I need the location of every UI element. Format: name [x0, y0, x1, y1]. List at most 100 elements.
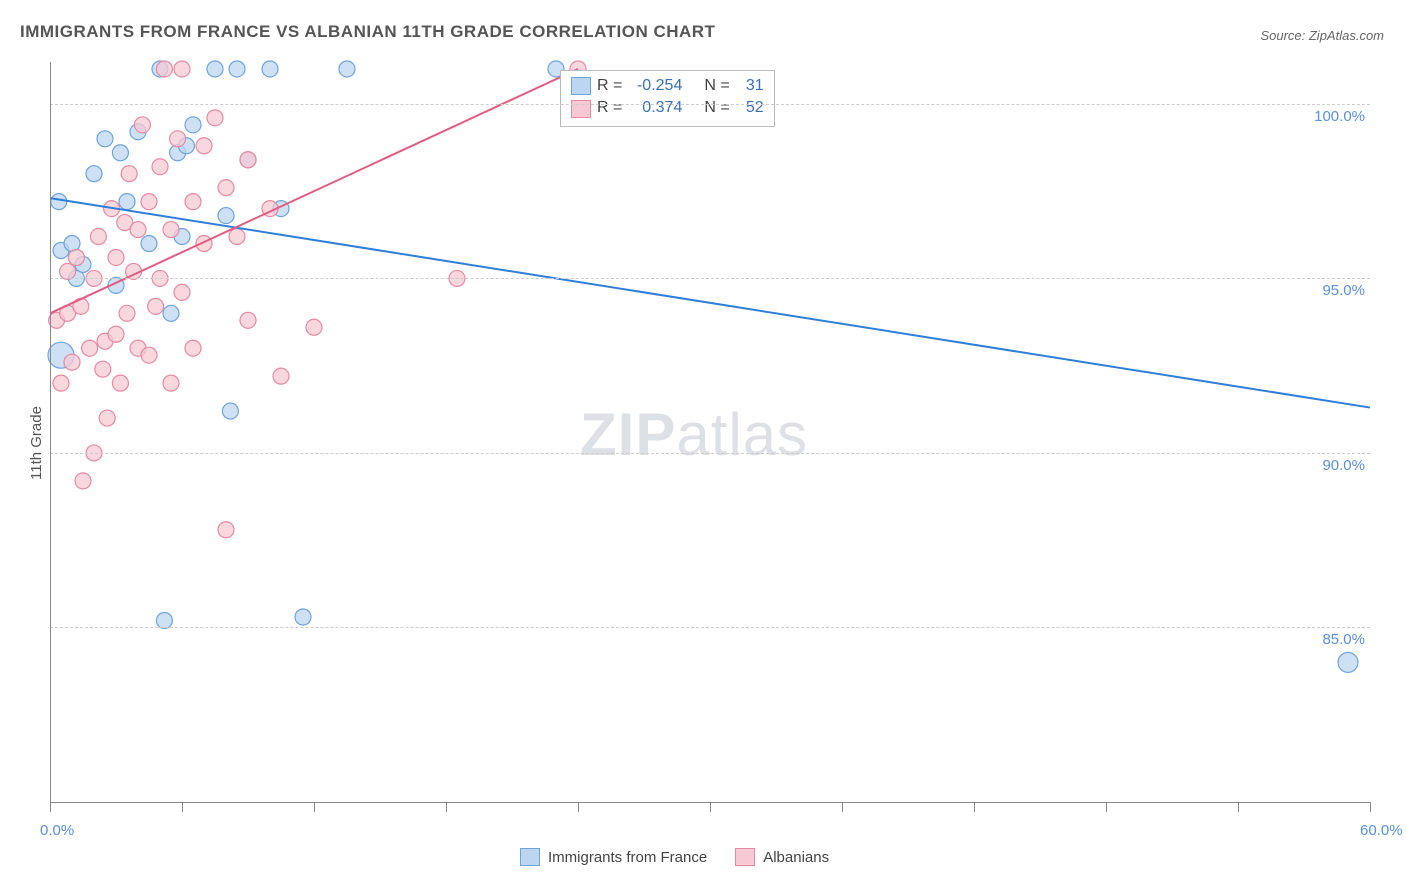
y-tick-label: 90.0% [1310, 457, 1365, 474]
x-tick [974, 802, 975, 812]
data-point [185, 117, 201, 133]
data-point [156, 61, 172, 77]
data-point [185, 340, 201, 356]
data-point [64, 354, 80, 370]
data-point [163, 222, 179, 238]
data-point [207, 110, 223, 126]
data-point [97, 131, 113, 147]
bottom-legend-label: Albanians [763, 849, 829, 866]
legend-r-value: -0.254 [628, 75, 682, 97]
data-point [95, 361, 111, 377]
x-axis-line [50, 802, 1370, 803]
trend-line [50, 69, 578, 313]
data-point [156, 612, 172, 628]
bottom-legend-item: Immigrants from France [520, 848, 707, 866]
stats-legend-row: R = -0.254 N = 31 [571, 75, 764, 97]
bottom-legend: Immigrants from France Albanians [520, 848, 829, 866]
data-point [130, 222, 146, 238]
data-point [152, 159, 168, 175]
legend-n-label: N = [704, 75, 729, 97]
y-tick-label: 85.0% [1310, 631, 1365, 648]
legend-n-value: 52 [736, 97, 764, 119]
data-point [112, 375, 128, 391]
data-point [119, 194, 135, 210]
legend-swatch [571, 77, 591, 95]
x-tick [1238, 802, 1239, 812]
trend-line [50, 198, 1370, 407]
data-point [196, 236, 212, 252]
data-point [141, 194, 157, 210]
data-point [273, 368, 289, 384]
y-tick-label: 95.0% [1310, 282, 1365, 299]
legend-swatch [520, 848, 540, 866]
data-point [240, 152, 256, 168]
gridline [50, 627, 1370, 628]
data-point [240, 312, 256, 328]
x-tick-label: 60.0% [1360, 822, 1403, 839]
data-point [222, 403, 238, 419]
data-point [60, 263, 76, 279]
data-point [163, 305, 179, 321]
data-point [134, 117, 150, 133]
x-tick [578, 802, 579, 812]
data-point [229, 229, 245, 245]
data-point [82, 340, 98, 356]
data-point [207, 61, 223, 77]
legend-n-label: N = [704, 97, 729, 119]
x-tick [710, 802, 711, 812]
data-point [53, 375, 69, 391]
data-point [339, 61, 355, 77]
data-point [174, 284, 190, 300]
data-point [163, 375, 179, 391]
data-point [170, 131, 186, 147]
data-point [119, 305, 135, 321]
x-tick [446, 802, 447, 812]
x-tick [182, 802, 183, 812]
legend-r-label: R = [597, 97, 622, 119]
chart-container: IMMIGRANTS FROM FRANCE VS ALBANIAN 11TH … [0, 0, 1406, 892]
x-tick [842, 802, 843, 812]
data-point [108, 249, 124, 265]
data-point [112, 145, 128, 161]
data-point [174, 61, 190, 77]
data-point [185, 194, 201, 210]
data-point [196, 138, 212, 154]
data-point [75, 473, 91, 489]
data-point [148, 298, 164, 314]
x-tick-label: 0.0% [40, 822, 74, 839]
data-point [218, 208, 234, 224]
data-point [306, 319, 322, 335]
data-point [218, 180, 234, 196]
stats-legend-box: R = -0.254 N = 31 R = 0.374 N = 52 [560, 70, 775, 127]
stats-legend-row: R = 0.374 N = 52 [571, 97, 764, 119]
data-point [108, 326, 124, 342]
legend-n-value: 31 [736, 75, 764, 97]
legend-r-value: 0.374 [628, 97, 682, 119]
data-point [99, 410, 115, 426]
bottom-legend-label: Immigrants from France [548, 849, 707, 866]
y-tick-label: 100.0% [1310, 108, 1365, 125]
data-point [141, 347, 157, 363]
y-axis-line [50, 62, 51, 802]
data-point [141, 236, 157, 252]
data-point [121, 166, 137, 182]
x-tick [1106, 802, 1107, 812]
data-point [90, 229, 106, 245]
x-tick [1370, 802, 1371, 812]
legend-swatch [571, 100, 591, 118]
gridline [50, 104, 1370, 105]
legend-swatch [735, 848, 755, 866]
bottom-legend-item: Albanians [735, 848, 829, 866]
data-point [51, 194, 67, 210]
gridline [50, 278, 1370, 279]
legend-r-label: R = [597, 75, 622, 97]
data-point [262, 61, 278, 77]
data-point [295, 609, 311, 625]
data-point [229, 61, 245, 77]
x-tick [314, 802, 315, 812]
x-tick [50, 802, 51, 812]
data-point [68, 249, 84, 265]
gridline [50, 453, 1370, 454]
data-point [86, 166, 102, 182]
data-point [218, 522, 234, 538]
